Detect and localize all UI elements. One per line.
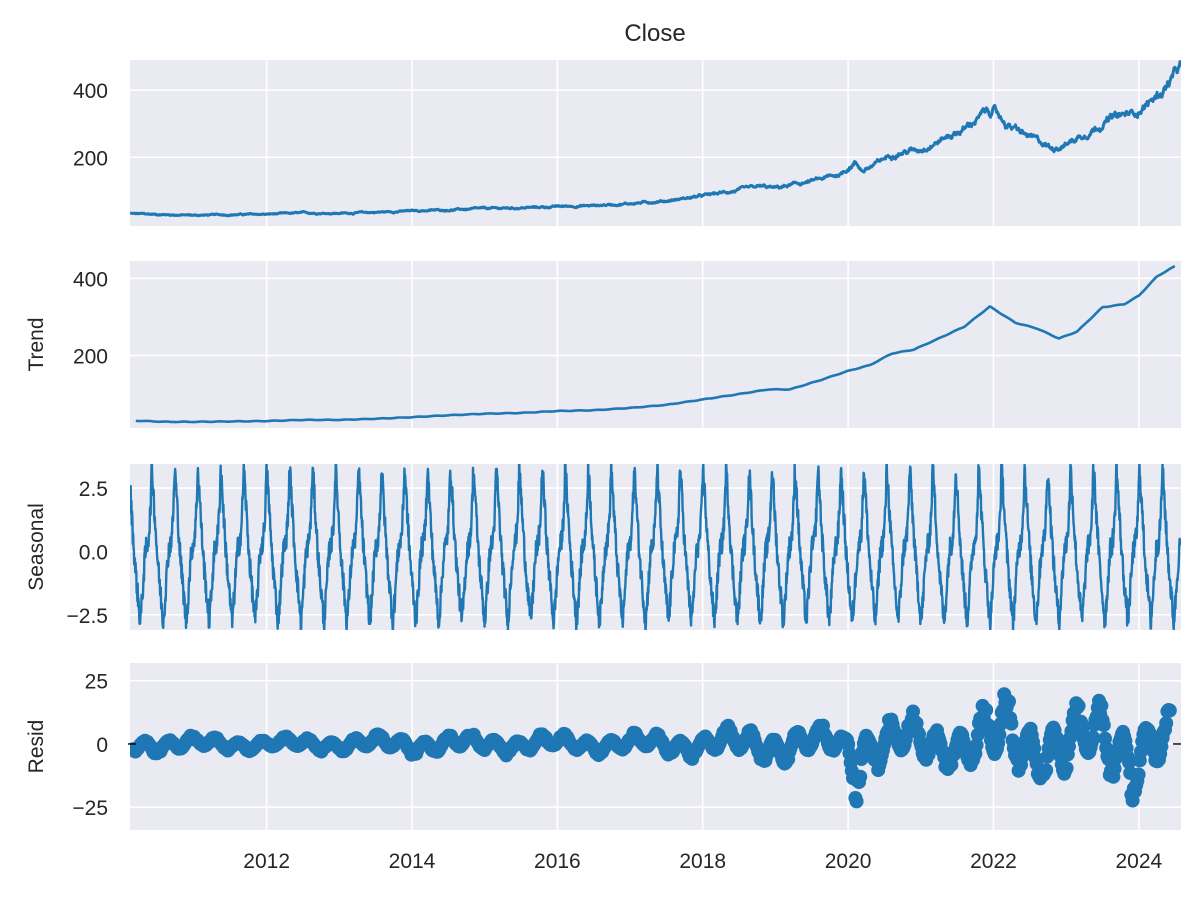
x-tick-label: 2024	[1115, 850, 1162, 873]
gridlines	[130, 60, 1181, 226]
x-tick-label: 2016	[534, 850, 581, 873]
axes-background	[130, 261, 1181, 428]
x-tick-label: 2014	[389, 850, 436, 873]
y-tick-label: 25	[85, 671, 108, 694]
y-axis-label: Trend	[25, 317, 48, 371]
panel-observed: 200 400	[73, 60, 1181, 226]
panel-trend: 200 400 Trend	[25, 261, 1181, 428]
y-axis-label: Resid	[25, 720, 48, 774]
series-seasonal	[130, 464, 1181, 630]
panel-seasonal: −2.5 0.0 2.5 Seasonal	[25, 464, 1181, 630]
x-tick-label: 2012	[243, 850, 290, 873]
y-tick-label: −25	[72, 797, 108, 820]
y-tick-label: 0	[96, 734, 108, 757]
axes-background	[130, 60, 1181, 226]
x-tick-label: 2022	[970, 850, 1017, 873]
y-tick-label: 200	[73, 345, 108, 368]
x-tick-label: 2020	[825, 850, 872, 873]
series-observed	[130, 60, 1181, 218]
series-trend	[135, 264, 1176, 424]
y-tick-label: −2.5	[67, 605, 108, 628]
gridlines	[130, 261, 1181, 428]
y-tick-label: 400	[73, 80, 108, 103]
y-tick-label: 0.0	[79, 541, 108, 564]
y-axis-label: Seasonal	[25, 503, 48, 591]
panel-resid: −25 0 25 Resid	[25, 663, 1181, 830]
x-axis: 2012 2014 2016 2018 2020 2022 2024	[243, 850, 1162, 873]
y-tick-label: 2.5	[79, 478, 108, 501]
y-tick-label: 400	[73, 268, 108, 291]
y-tick-label: 200	[73, 147, 108, 170]
panels: 200 400 200 400 Trend −2.5 0.0 2.5 Seasonal −25 0 2…	[25, 60, 1181, 830]
chart-title: Close	[624, 20, 685, 47]
x-tick-label: 2018	[679, 850, 726, 873]
series-resid	[130, 687, 1177, 809]
